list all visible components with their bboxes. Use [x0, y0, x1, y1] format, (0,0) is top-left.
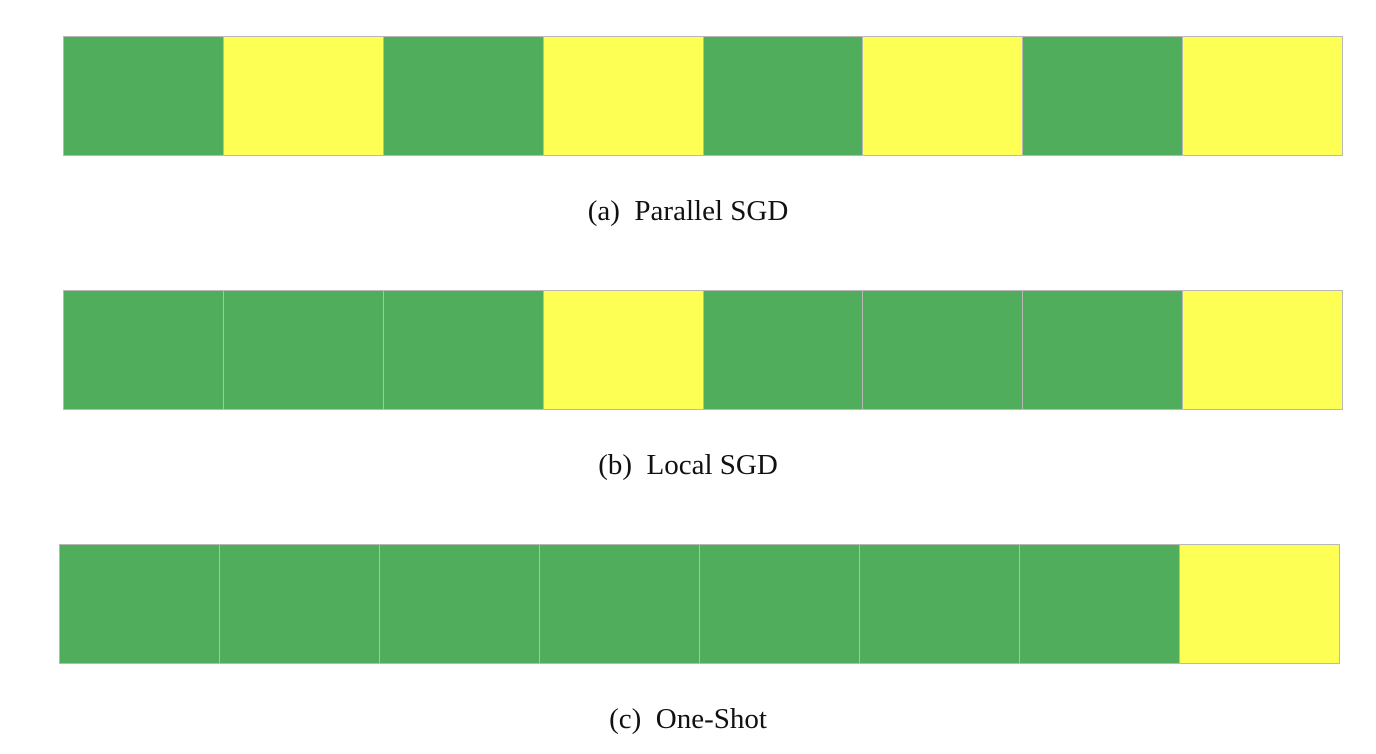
step-cell-yellow: [543, 37, 703, 155]
step-cell-green: [383, 37, 543, 155]
step-cell-green: [860, 545, 1019, 663]
step-cell-green: [1023, 291, 1183, 409]
caption-parallel-sgd: (a) Parallel SGD: [587, 195, 789, 227]
caption-local-sgd: (b) Local SGD: [598, 449, 778, 481]
step-cell-green: [60, 545, 219, 663]
step-cell-green: [383, 291, 543, 409]
caption-one-shot: (c) One-Shot: [609, 703, 767, 735]
step-cell-green: [64, 291, 223, 409]
step-cell-yellow: [1183, 291, 1342, 409]
step-cell-yellow: [863, 37, 1023, 155]
step-cell-green: [703, 37, 863, 155]
step-cell-green: [863, 291, 1023, 409]
step-cell-green: [380, 545, 539, 663]
step-strip-one-shot: [59, 544, 1340, 664]
step-cell-yellow: [543, 291, 703, 409]
step-cell-green: [223, 291, 383, 409]
step-strip-parallel-sgd: [63, 36, 1343, 156]
step-strip-local-sgd: [63, 290, 1343, 410]
step-cell-yellow: [1180, 545, 1339, 663]
step-cell-yellow: [223, 37, 383, 155]
step-cell-green: [64, 37, 223, 155]
step-cell-yellow: [1183, 37, 1342, 155]
step-cell-green: [700, 545, 859, 663]
step-cell-green: [220, 545, 379, 663]
step-cell-green: [540, 545, 699, 663]
step-cell-green: [1023, 37, 1183, 155]
step-cell-green: [703, 291, 863, 409]
step-cell-green: [1020, 545, 1179, 663]
